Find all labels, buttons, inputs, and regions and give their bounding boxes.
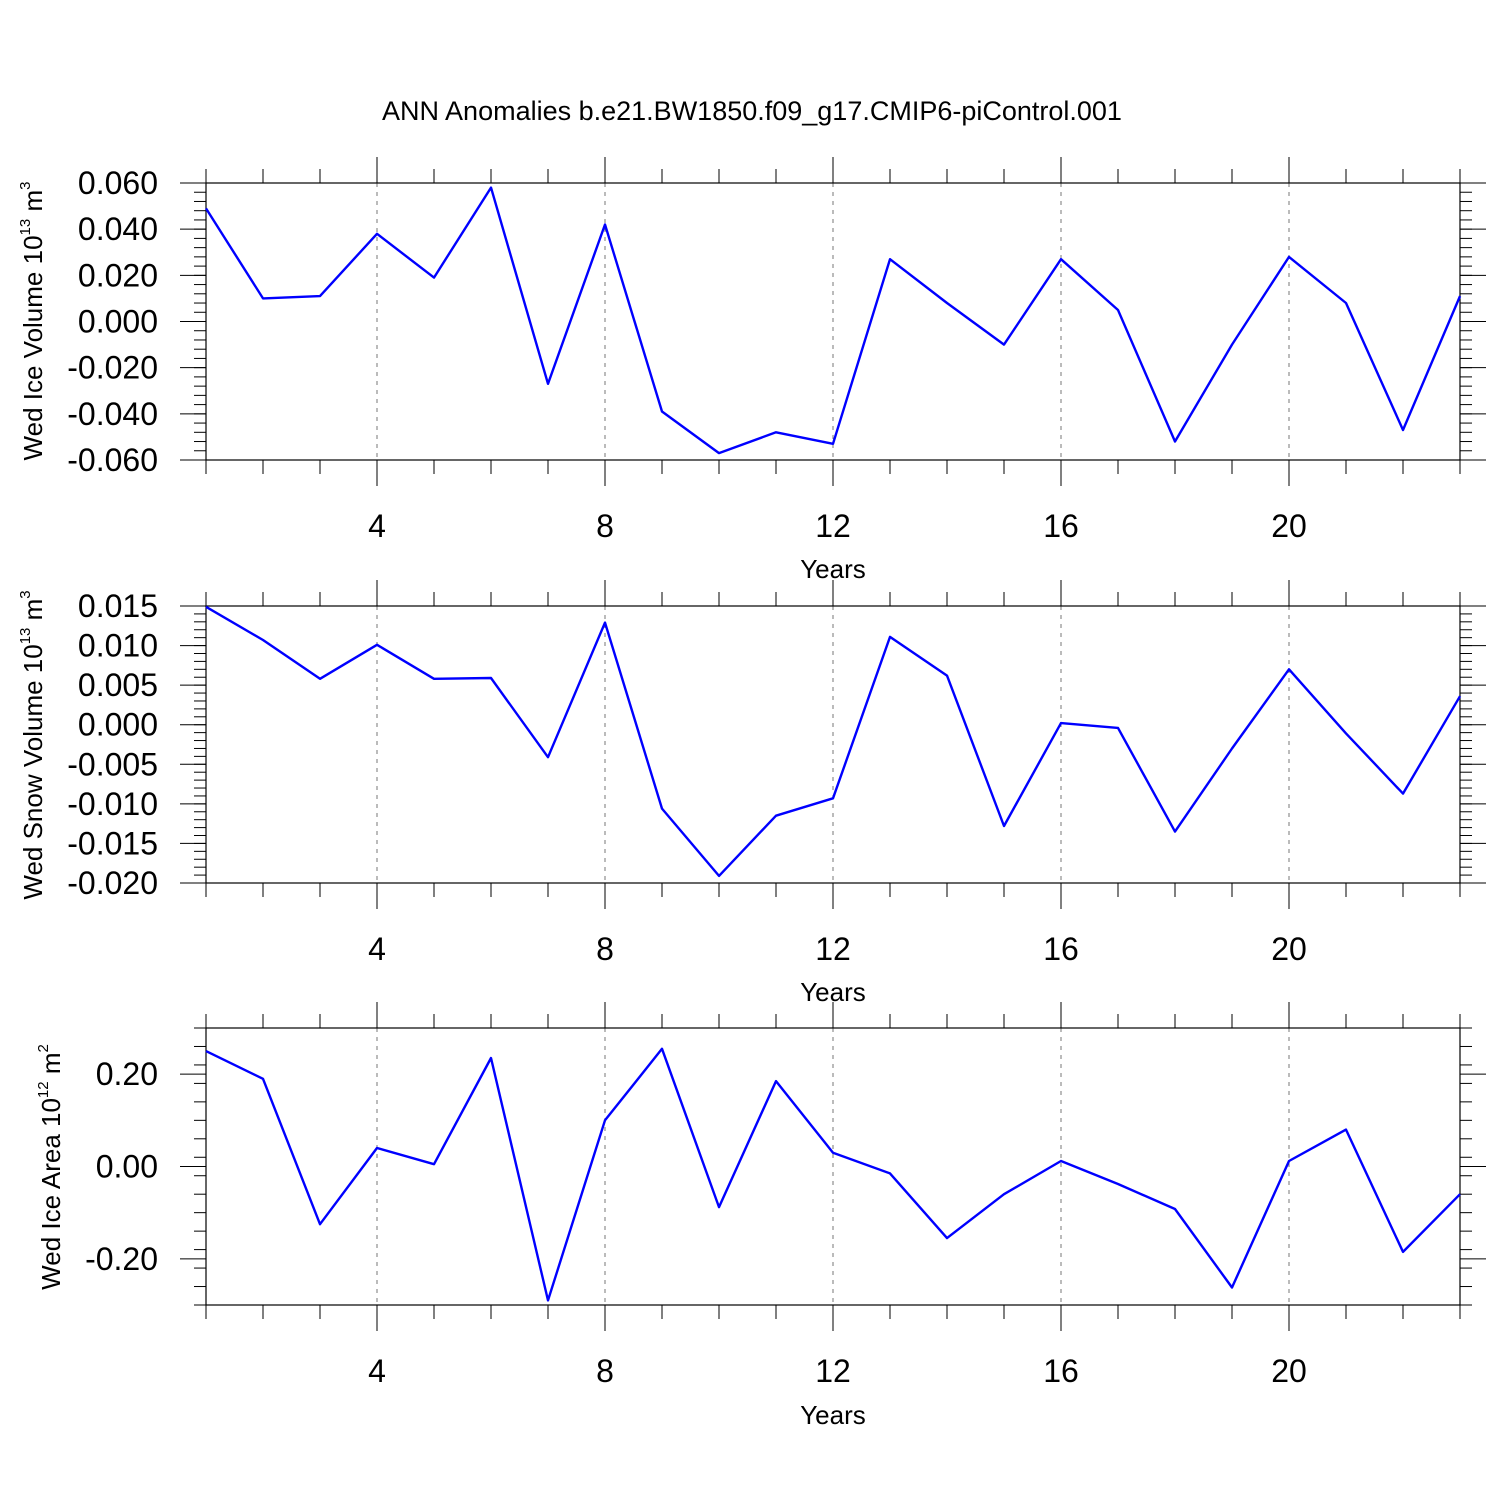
y-tick-label: 0.000 [78,707,158,743]
y-axis-title: Wed Ice Area 1012 m2 [35,1044,66,1290]
y-axis-title-exp: 13 [17,219,34,236]
y-axis-title-unit-exp: 2 [35,1044,52,1052]
series-line [205,605,1462,878]
x-tick-label: 20 [1271,508,1307,544]
y-tick-label: 0.00 [96,1149,158,1185]
y-axis-title-unit-exp: 3 [17,590,34,598]
chart-title: ANN Anomalies b.e21.BW1850.f09_g17.CMIP6… [382,96,1122,126]
x-axis-title: Years [800,554,866,584]
y-tick-label: -0.20 [85,1241,158,1277]
series-line [204,186,1462,455]
x-tick-label: 16 [1043,508,1079,544]
y-axis-title-unit: m [36,1053,66,1082]
y-tick-label: -0.015 [67,825,158,861]
y-tick-label: -0.060 [67,442,158,478]
y-tick-label: 0.005 [78,667,158,703]
y-tick-label: -0.020 [67,865,158,901]
series-line [205,1047,1461,1302]
x-tick-label: 4 [368,508,386,544]
y-tick-label: 0.040 [78,211,158,247]
y-tick-label: -0.040 [67,396,158,432]
y-axis-title-exp: 12 [35,1081,52,1098]
y-axis-title: Wed Ice Volume 1013 m3 [17,182,48,461]
y-axis-title: Wed Snow Volume 1013 m3 [17,590,48,899]
x-tick-label: 20 [1271,931,1307,967]
plot-frame [205,605,1461,884]
x-tick-label: 12 [815,508,851,544]
y-axis-title-unit: m [18,599,48,628]
x-tick-label: 8 [596,931,614,967]
x-tick-label: 20 [1271,1353,1307,1389]
panel-ice-area: 0.20 0.00 -0.20 4 8 12 16 20 Years Wed Ice Are… [35,1002,1486,1430]
x-tick-label: 12 [815,931,851,967]
y-tick-label: 0.060 [78,165,158,201]
y-axis-title-unit-exp: 3 [17,182,34,190]
x-axis-title: Years [800,1400,866,1430]
x-tick-label: 4 [368,1353,386,1389]
y-tick-label: -0.020 [67,350,158,386]
x-tick-label: 8 [596,1353,614,1389]
y-tick-label: 0.20 [96,1056,158,1092]
plot-frame [205,182,1461,461]
x-tick-label: 16 [1043,931,1079,967]
y-tick-label: 0.015 [78,588,158,624]
y-axis-title-main: Wed Snow Volume 10 [18,644,48,899]
y-tick-label: 0.010 [78,628,158,664]
x-tick-label: 4 [368,931,386,967]
x-tick-label: 16 [1043,1353,1079,1389]
y-axis-title-exp: 13 [17,628,34,645]
y-tick-label: -0.010 [67,786,158,822]
y-tick-label: 0.000 [78,304,158,340]
x-tick-label: 12 [815,1353,851,1389]
y-axis-title-main: Wed Ice Volume 10 [18,235,48,460]
y-axis-title-unit: m [18,190,48,219]
panel-ice-volume: 0.060 0.040 0.020 0.000 -0.020 -0.040 -0.060 4… [17,157,1486,584]
y-tick-label: -0.005 [67,746,158,782]
plot-frame [205,1027,1461,1306]
x-tick-label: 8 [596,508,614,544]
y-tick-label: 0.020 [78,257,158,293]
y-axis-title-main: Wed Ice Area 10 [36,1098,66,1290]
